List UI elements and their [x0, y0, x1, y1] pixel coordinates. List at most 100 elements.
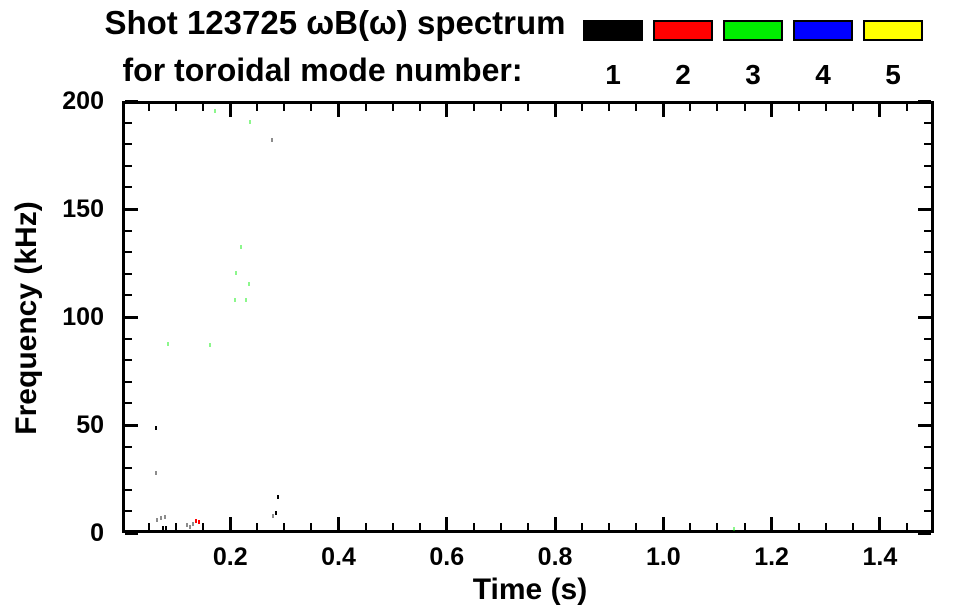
- x-tick-label-1.2: 1.2: [754, 543, 789, 571]
- x-axis-minor-tick-top: [743, 104, 746, 111]
- x-axis-minor-tick-top: [851, 104, 854, 111]
- x-axis-major-tick-top: [770, 104, 774, 117]
- x-tick-label-1.4: 1.4: [862, 543, 898, 571]
- x-tick-label-0.6: 0.6: [429, 543, 465, 571]
- x-axis-minor-tick: [851, 523, 854, 530]
- x-axis-minor-tick: [148, 523, 151, 530]
- x-axis-major-tick-top: [445, 104, 449, 117]
- y-axis-minor-tick: [125, 143, 132, 146]
- mode-number-legend: 1 2 3 4 5: [578, 20, 930, 90]
- data-point-mode-1: [164, 526, 167, 531]
- x-axis-minor-tick-top: [310, 104, 313, 111]
- x-axis-major-tick-top: [878, 104, 882, 117]
- y-axis-minor-tick-right: [924, 272, 931, 275]
- legend-label-mode-4: 4: [815, 59, 831, 90]
- x-axis-major-tick-top: [553, 104, 557, 117]
- y-axis-minor-tick: [125, 272, 132, 275]
- x-axis-major-tick-top: [228, 104, 232, 117]
- y-axis-minor-tick-right: [924, 164, 931, 167]
- data-point-mode-3: [235, 270, 238, 275]
- y-tick-label-150: 150: [62, 195, 104, 223]
- x-axis-minor-tick: [310, 523, 313, 530]
- data-point-mode-1: [155, 470, 158, 475]
- x-axis-major-tick: [337, 517, 341, 530]
- x-axis-minor-tick-top: [824, 104, 827, 111]
- y-axis-major-tick: [125, 207, 138, 211]
- legend-label-mode-3: 3: [745, 59, 761, 90]
- y-axis-minor-tick: [125, 164, 132, 167]
- y-axis-major-tick-right: [918, 531, 931, 535]
- x-axis-major-tick: [661, 517, 665, 530]
- x-axis-minor-tick: [527, 523, 529, 530]
- data-point-mode-1: [274, 510, 277, 515]
- x-axis-minor-tick: [608, 523, 611, 530]
- data-point-mode-3: [244, 297, 247, 302]
- plot-frame: [122, 101, 934, 533]
- y-axis-minor-tick-right: [924, 488, 931, 491]
- x-axis-minor-tick: [499, 523, 502, 530]
- x-axis-minor-tick: [824, 523, 827, 530]
- x-axis-minor-tick: [905, 523, 908, 530]
- x-axis-minor-tick-top: [499, 104, 502, 111]
- legend-entry-mode-4: 4: [788, 20, 858, 90]
- y-axis-minor-tick-right: [924, 143, 931, 146]
- y-axis-minor-tick-right: [924, 402, 931, 405]
- y-axis-minor-tick: [125, 467, 132, 470]
- data-point-mode-1: [159, 515, 162, 520]
- x-axis-minor-tick-top: [905, 104, 908, 111]
- y-axis-minor-tick: [125, 445, 132, 448]
- data-point-mode-2: [197, 519, 200, 524]
- x-axis-minor-tick-top: [689, 104, 692, 111]
- x-axis-major-tick-top: [337, 104, 341, 117]
- x-axis-minor-tick: [581, 523, 584, 530]
- x-axis-minor-tick: [743, 523, 746, 530]
- legend-entry-mode-2: 2: [648, 20, 718, 90]
- y-axis-minor-tick: [125, 488, 132, 491]
- legend-entry-mode-3: 3: [718, 20, 788, 90]
- data-point-mode-3: [248, 281, 251, 286]
- x-axis-minor-tick: [635, 523, 638, 530]
- x-axis-minor-tick-top: [256, 104, 259, 111]
- x-tick-label-0.4: 0.4: [321, 543, 356, 571]
- x-axis-minor-tick-top: [527, 104, 529, 111]
- y-axis-minor-tick: [125, 251, 132, 254]
- data-point-mode-1: [191, 521, 194, 526]
- y-axis-minor-tick: [125, 402, 132, 405]
- legend-label-mode-1: 1: [605, 59, 621, 90]
- x-axis-major-tick: [878, 517, 882, 530]
- y-axis-major-tick: [125, 531, 138, 535]
- y-axis-minor-tick-right: [924, 380, 931, 383]
- data-point-mode-2: [195, 518, 198, 523]
- x-axis-minor-tick: [364, 523, 367, 530]
- x-tick-label-1.0: 1.0: [645, 543, 681, 571]
- data-point-mode-3: [248, 120, 251, 125]
- y-axis-minor-tick: [125, 337, 132, 340]
- x-axis-minor-tick-top: [418, 104, 421, 111]
- x-axis-minor-tick: [418, 523, 421, 530]
- x-axis-minor-tick-top: [283, 104, 286, 111]
- y-axis-major-tick: [125, 315, 138, 319]
- x-axis-minor-tick: [256, 523, 259, 530]
- y-axis-minor-tick-right: [924, 294, 931, 297]
- data-point-mode-1: [163, 515, 166, 520]
- y-axis-major-tick: [125, 423, 138, 427]
- y-axis-minor-tick: [125, 121, 132, 124]
- x-axis-minor-tick-top: [581, 104, 584, 111]
- data-point-mode-1: [272, 513, 275, 518]
- x-axis-minor-tick: [391, 523, 394, 530]
- legend-swatch-mode-3: [723, 20, 783, 41]
- x-axis-minor-tick: [797, 523, 800, 530]
- y-tick-label-0: 0: [90, 519, 104, 547]
- x-axis-major-tick: [228, 517, 232, 530]
- legend-entry-mode-1: 1: [578, 20, 648, 90]
- x-axis-minor-tick-top: [608, 104, 611, 111]
- x-axis-minor-tick: [689, 523, 692, 530]
- y-axis-minor-tick-right: [924, 467, 931, 470]
- legend-swatch-mode-1: [583, 20, 643, 41]
- data-point-mode-1: [155, 426, 158, 431]
- data-point-mode-1: [156, 518, 159, 523]
- x-axis-major-tick-top: [661, 104, 665, 117]
- x-axis-minor-tick: [716, 523, 719, 530]
- data-point-mode-1: [189, 524, 192, 529]
- y-axis-minor-tick: [125, 359, 132, 362]
